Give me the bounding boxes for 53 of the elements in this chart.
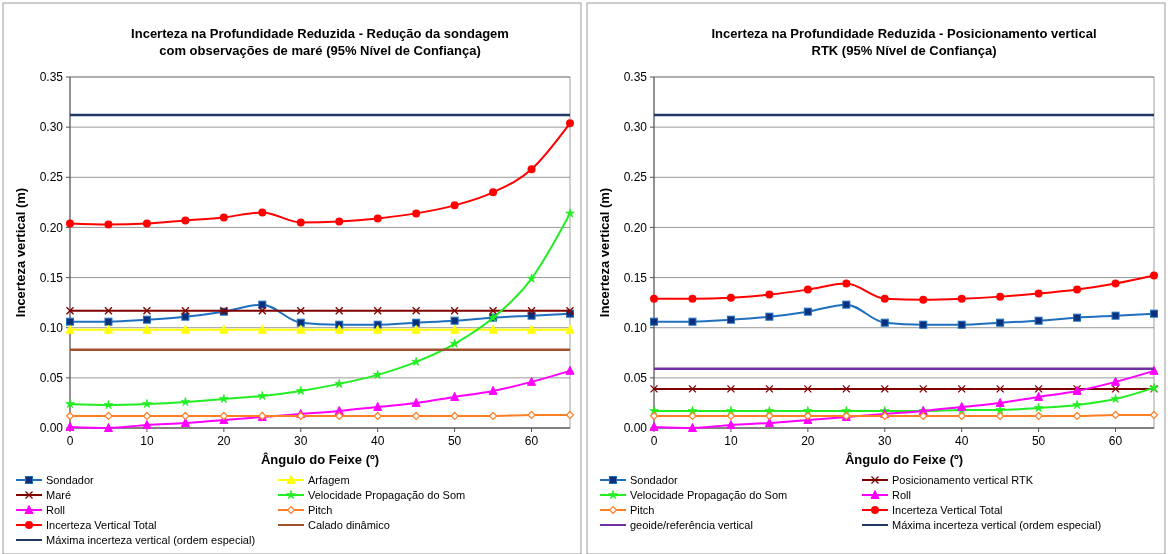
y-tick-label: 0.25 — [623, 170, 648, 185]
legend-label: Arfagem — [308, 473, 350, 486]
y-tick-label: 0.15 — [623, 270, 648, 285]
legend-label: Maré — [46, 488, 72, 501]
x-tick-label: 0 — [66, 434, 74, 448]
legend-label: Incerteza Vertical Total — [46, 518, 157, 531]
x-tick-label: 0 — [650, 434, 658, 448]
y-tick-label: 0.25 — [39, 170, 64, 185]
legend-label: Velocidade Propagação do Som — [630, 488, 788, 501]
x-tick-label: 50 — [1031, 434, 1046, 448]
legend-label: geoide/referência vertical — [630, 518, 753, 531]
x-tick-label: 40 — [371, 434, 385, 448]
legend-label: Incerteza Vertical Total — [892, 503, 1003, 516]
y-axis-title: Incerteza vertical (m) — [597, 187, 612, 318]
x-tick-label: 60 — [1108, 434, 1123, 448]
legend-label: Roll — [892, 488, 911, 501]
y-tick-label: 0.15 — [39, 270, 64, 285]
x-tick-label: 10 — [140, 434, 154, 448]
legend-label: Velocidade Propagação do Som — [308, 488, 466, 501]
y-tick-label: 0.30 — [39, 120, 64, 135]
y-tick-label: 0.35 — [623, 70, 648, 85]
x-axis-title: Ângulo do Feixe (º) — [844, 452, 964, 467]
chart-title: Incerteza na Profundidade Reduzida - Posicionamento vertical RTK (95% Nível de Confiança) — [711, 26, 1097, 58]
legend-label: Máxima incerteza vertical (ordem especial) — [46, 533, 256, 546]
x-tick-label: 40 — [955, 434, 969, 448]
x-tick-label: 20 — [801, 434, 815, 448]
y-tick-label: 0.20 — [39, 220, 64, 235]
x-tick-label: 60 — [524, 434, 539, 448]
x-tick-label: 50 — [447, 434, 462, 448]
x-tick-label: 10 — [724, 434, 738, 448]
legend-label: Sondador — [630, 473, 679, 486]
y-tick-label: 0.05 — [39, 371, 64, 386]
legend-label: Pitch — [630, 503, 655, 516]
x-tick-label: 30 — [878, 434, 892, 448]
y-axis-title: Incerteza vertical (m) — [13, 187, 28, 318]
y-tick-label: 0.30 — [623, 120, 648, 135]
legend-label: Máxima incerteza vertical (ordem especial) — [892, 518, 1102, 531]
legend-label: Pitch — [308, 503, 333, 516]
y-tick-label: 0.05 — [623, 371, 648, 386]
y-tick-label: 0.00 — [623, 421, 648, 436]
x-tick-label: 30 — [294, 434, 308, 448]
legend-label: Calado dinâmico — [308, 518, 390, 531]
y-tick-label: 0.10 — [39, 320, 64, 335]
y-tick-label: 0.10 — [623, 320, 648, 335]
y-tick-label: 0.00 — [39, 421, 64, 436]
x-tick-label: 20 — [217, 434, 231, 448]
chart-title: Incerteza na Profundidade Reduzida - Redução da sondagem com observações de maré (95% Nível de Confiança) — [131, 26, 509, 58]
x-axis-title: Ângulo do Feixe (º) — [260, 452, 380, 467]
y-tick-label: 0.20 — [623, 220, 648, 235]
legend-label: Roll — [46, 503, 65, 516]
legend-label: Sondador — [46, 473, 95, 486]
legend-label: Posicionamento vertical RTK — [892, 473, 1034, 486]
y-tick-label: 0.35 — [39, 70, 64, 85]
